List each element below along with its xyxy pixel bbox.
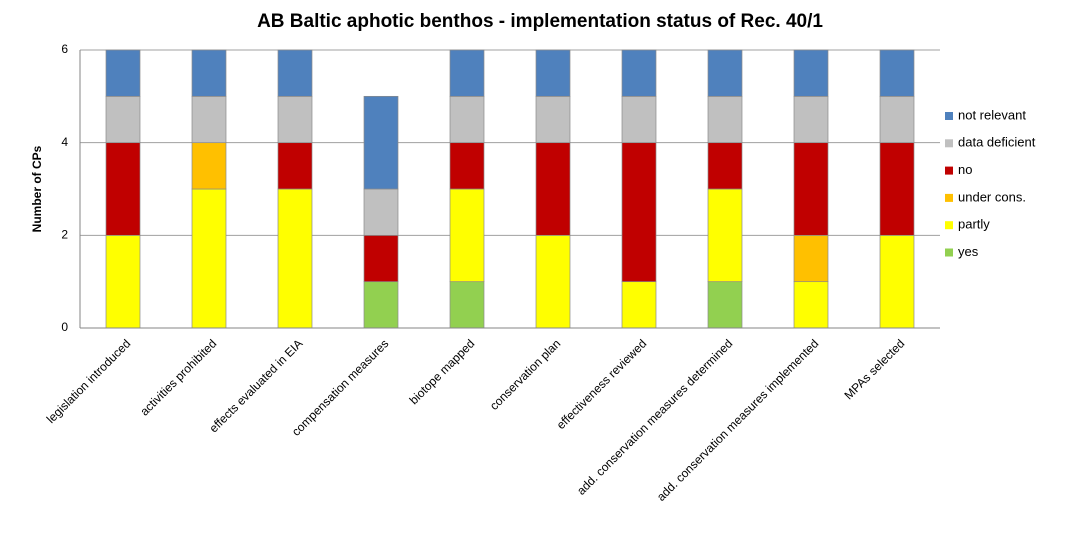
legend-label: partly xyxy=(958,217,990,232)
bar-segment xyxy=(191,188,227,329)
bar-segment xyxy=(363,95,399,190)
bar-segment xyxy=(535,142,571,236)
x-tick-label: conservation plan xyxy=(487,336,563,412)
x-tick-label: legislation introduced xyxy=(44,336,134,426)
chart-title: AB Baltic aphotic benthos - implementati… xyxy=(257,11,823,32)
x-tick-label: MPAs selected xyxy=(841,336,907,402)
bar-segment xyxy=(879,49,915,97)
legend-label: data deficient xyxy=(958,135,1036,150)
bar-segment xyxy=(879,234,915,329)
legend-swatch xyxy=(945,166,953,175)
bar-segment xyxy=(621,142,657,283)
bar-segment xyxy=(449,95,485,144)
bar-segment xyxy=(621,95,657,144)
y-axis-label: Number of CPs xyxy=(30,145,44,232)
bar-segment xyxy=(449,142,485,190)
bar-segment xyxy=(707,188,743,283)
bar-segment xyxy=(793,281,829,329)
legend-swatch xyxy=(945,139,953,148)
x-tick-label: effects evaluated in EIA xyxy=(206,336,305,435)
bar-segment xyxy=(363,234,399,283)
bar-segment xyxy=(449,281,485,329)
legend-label: under cons. xyxy=(958,189,1026,204)
bar-segment xyxy=(277,95,313,144)
bar-segment xyxy=(879,95,915,144)
legend-label: not relevant xyxy=(958,107,1026,122)
y-tick-label: 2 xyxy=(61,228,68,242)
bar-segment xyxy=(879,142,915,236)
legend-swatch xyxy=(945,248,953,257)
bar-segment xyxy=(707,281,743,329)
x-tick-label: effectiveness reviewed xyxy=(554,336,650,432)
bar-segment xyxy=(105,95,141,144)
bar-segment xyxy=(535,95,571,144)
bar-segment xyxy=(707,142,743,190)
legend-label: no xyxy=(958,162,972,177)
legend-swatch xyxy=(945,193,953,202)
bar-segment xyxy=(793,234,829,283)
bar-segment xyxy=(277,188,313,329)
bar-segment xyxy=(449,49,485,97)
bar-segment xyxy=(535,49,571,97)
bar-segment xyxy=(707,95,743,144)
bar-segment xyxy=(449,188,485,283)
x-tick-label: activities prohibited xyxy=(137,336,219,418)
bar-segment xyxy=(793,142,829,236)
bar-segment xyxy=(363,188,399,236)
y-tick-label: 4 xyxy=(61,135,68,149)
x-tick-label: biotope mapped xyxy=(407,336,478,407)
legend-label: yes xyxy=(958,244,979,259)
bar-segment xyxy=(105,234,141,329)
bar-segment xyxy=(191,49,227,97)
bar-segment xyxy=(535,234,571,329)
bar-segment xyxy=(277,49,313,97)
bar-segment xyxy=(191,142,227,190)
bar-segment xyxy=(793,95,829,144)
bar-segment xyxy=(105,49,141,97)
legend-swatch xyxy=(945,221,953,230)
y-tick-label: 0 xyxy=(61,320,68,334)
x-tick-label: add. conservation measures determined xyxy=(574,336,735,497)
legend-swatch xyxy=(945,112,953,120)
bar-segment xyxy=(191,95,227,144)
bar-segment xyxy=(707,49,743,97)
x-tick-label: add. conservation measures implemented xyxy=(654,336,821,503)
bar-segment xyxy=(793,49,829,97)
bar-segment xyxy=(621,281,657,329)
bar-segment xyxy=(363,281,399,329)
y-tick-label: 6 xyxy=(61,42,68,56)
bar-segment xyxy=(277,142,313,190)
bar-segment xyxy=(105,142,141,236)
x-tick-label: compensation measures xyxy=(289,336,391,438)
bar-segment xyxy=(621,49,657,97)
